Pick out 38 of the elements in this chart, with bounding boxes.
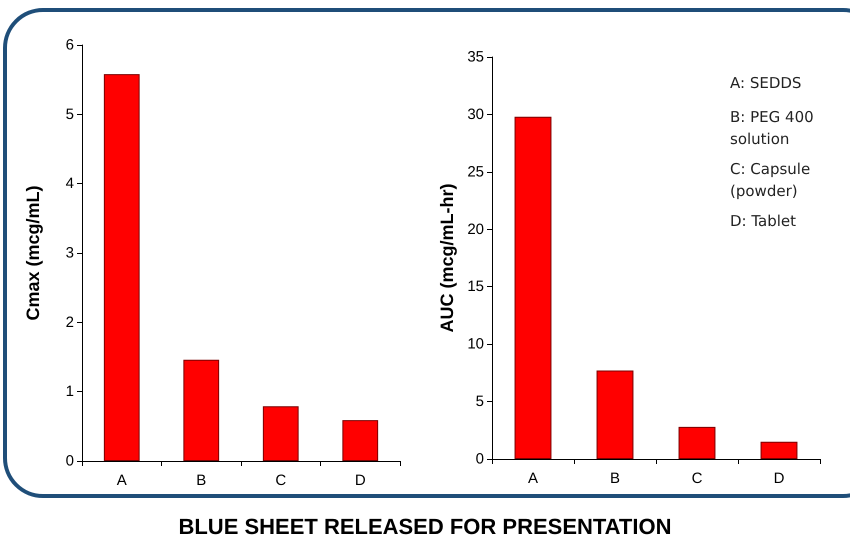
- y-tick-label: 20: [467, 220, 484, 238]
- x-tick-label: C: [692, 470, 703, 487]
- y-tick-label: 6: [66, 36, 74, 54]
- annotation: D: Tablet: [730, 212, 796, 230]
- x-tick-label: B: [610, 470, 620, 487]
- y-tick-label: 1: [66, 383, 74, 400]
- y-axis-title: Cmax (mcg/mL): [23, 185, 43, 321]
- y-tick-label: 0: [66, 452, 74, 470]
- y-tick-label: 15: [467, 278, 484, 296]
- y-tick-label: 3: [66, 244, 74, 262]
- annotation: A: SEDDS: [730, 74, 802, 92]
- x-tick-label: C: [275, 472, 286, 489]
- y-tick-label: 10: [467, 336, 484, 353]
- y-tick-label: 4: [66, 175, 74, 192]
- annotation: C: Capsule (powder): [730, 160, 815, 200]
- bar: [104, 74, 140, 461]
- y-tick-label: 30: [467, 106, 484, 123]
- x-tick-label: D: [354, 472, 366, 489]
- x-tick-label: A: [116, 472, 127, 489]
- y-tick-label: 0: [476, 450, 484, 468]
- y-tick-label: 5: [476, 393, 484, 410]
- annotation: B: PEG 400 solution: [730, 108, 818, 148]
- y-axis-title: AUC (mcg/mL-hr): [437, 184, 457, 332]
- x-tick-label: B: [196, 472, 206, 489]
- bar: [678, 426, 716, 459]
- bar: [183, 360, 220, 461]
- x-tick-label: D: [774, 470, 785, 487]
- bar: [342, 420, 378, 461]
- text: BLUE SHEET RELEASED FOR PRESENTATION: [177, 514, 672, 540]
- bar: [514, 116, 552, 459]
- y-tick-label: 25: [467, 163, 484, 180]
- y-tick-label: 5: [66, 106, 74, 123]
- bar: [262, 406, 299, 461]
- bar: [760, 442, 798, 459]
- bar: [596, 370, 634, 459]
- x-tick-label: A: [528, 470, 538, 487]
- y-tick-label: 2: [66, 314, 74, 331]
- y-tick-label: 35: [467, 48, 484, 66]
